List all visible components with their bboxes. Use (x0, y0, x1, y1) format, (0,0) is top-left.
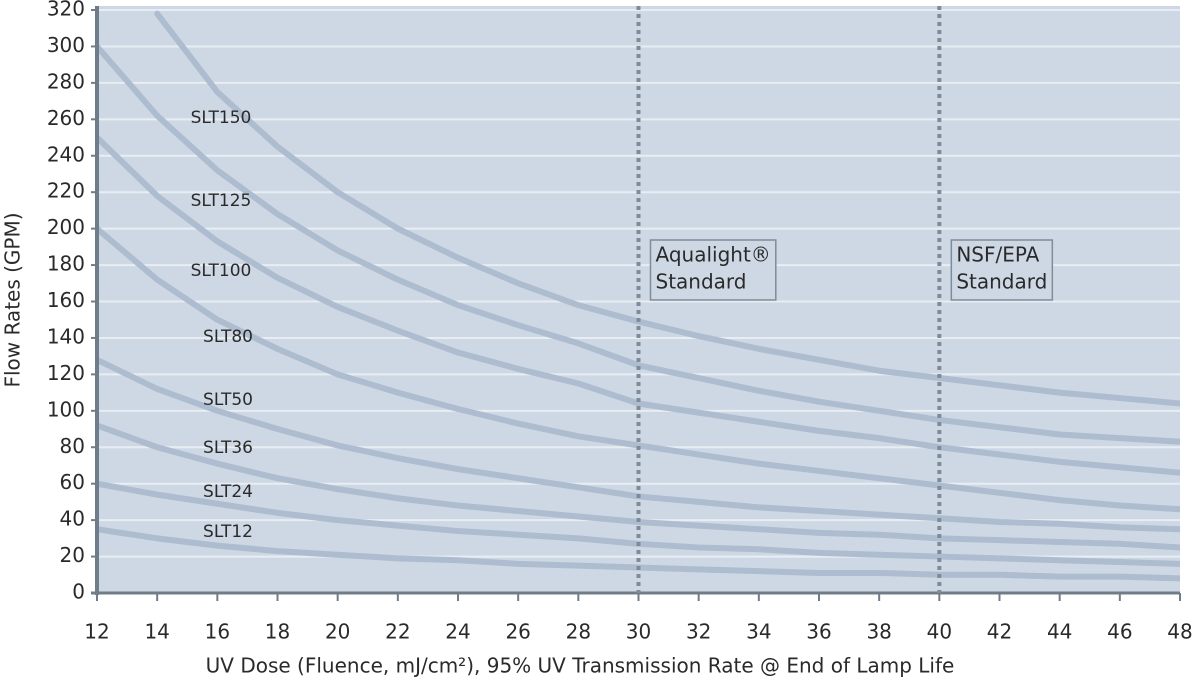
series-label: SLT80 (203, 327, 253, 347)
y-tick-label: 180 (47, 252, 85, 276)
y-tick-label: 120 (47, 361, 85, 385)
y-tick-label: 140 (47, 324, 85, 348)
series-line (154, 10, 1180, 407)
y-tick-label: 220 (47, 179, 85, 203)
y-tick-label: 200 (47, 215, 85, 239)
x-tick-label: 42 (987, 620, 1012, 644)
x-tick-label: 38 (866, 620, 891, 644)
x-tick-label: 16 (205, 620, 230, 644)
x-tick-label: 12 (84, 620, 109, 644)
x-tick-label: 48 (1167, 620, 1192, 644)
y-tick-label: 320 (47, 0, 85, 21)
x-tick-label: 46 (1107, 620, 1132, 644)
y-tick-label: 160 (47, 288, 85, 312)
y-tick-label: 0 (72, 580, 85, 604)
y-tick-label: 260 (47, 106, 85, 130)
series-label: SLT150 (191, 108, 252, 128)
series-line (97, 134, 1180, 476)
annotation-box (950, 239, 1054, 301)
y-tick-label: 60 (60, 470, 85, 494)
y-tick-label: 20 (60, 543, 85, 567)
x-tick-label: 34 (746, 620, 771, 644)
series-label: SLT125 (191, 191, 252, 211)
annotation-text: Standard (956, 270, 1047, 294)
x-tick-label: 28 (566, 620, 591, 644)
y-tick-label: 100 (47, 397, 85, 421)
x-tick-label: 20 (325, 620, 350, 644)
x-tick-label: 26 (505, 620, 530, 644)
y-tick-label: 240 (47, 142, 85, 166)
y-tick-label: 300 (47, 33, 85, 57)
annotation-text: Aqualight® (656, 243, 771, 267)
x-tick-label: 40 (927, 620, 952, 644)
series-label: SLT100 (191, 261, 252, 281)
y-axis-title: Flow Rates (GPM) (1, 212, 25, 387)
series-label: SLT12 (203, 522, 253, 542)
annotation-text: NSF/EPA (956, 243, 1039, 267)
x-tick-label: 32 (686, 620, 711, 644)
annotation-box (649, 239, 777, 301)
overlay: 0 20 40 60 80 100 120 140 160 180 200 220 240 260 280 3… (47, 0, 1193, 644)
x-axis-title: UV Dose (Fluence, mJ/cm²), 95% UV Transm… (206, 654, 955, 678)
series-label: SLT24 (203, 482, 253, 502)
series-label: SLT36 (203, 438, 253, 458)
y-tick-label: 280 (47, 69, 85, 93)
annotation-text: Standard (656, 270, 747, 294)
series-line (97, 225, 1180, 513)
x-tick-label: 24 (445, 620, 470, 644)
series-label: SLT50 (203, 390, 253, 410)
y-tick-label: 80 (60, 434, 85, 458)
x-tick-label: 14 (144, 620, 169, 644)
x-tick-label: 18 (265, 620, 290, 644)
x-tick-label: 30 (626, 620, 651, 644)
x-tick-label: 36 (806, 620, 831, 644)
x-tick-label: 22 (385, 620, 410, 644)
x-tick-label: 44 (1047, 620, 1072, 644)
y-tick-label: 40 (60, 507, 85, 531)
series-line (97, 43, 1180, 445)
